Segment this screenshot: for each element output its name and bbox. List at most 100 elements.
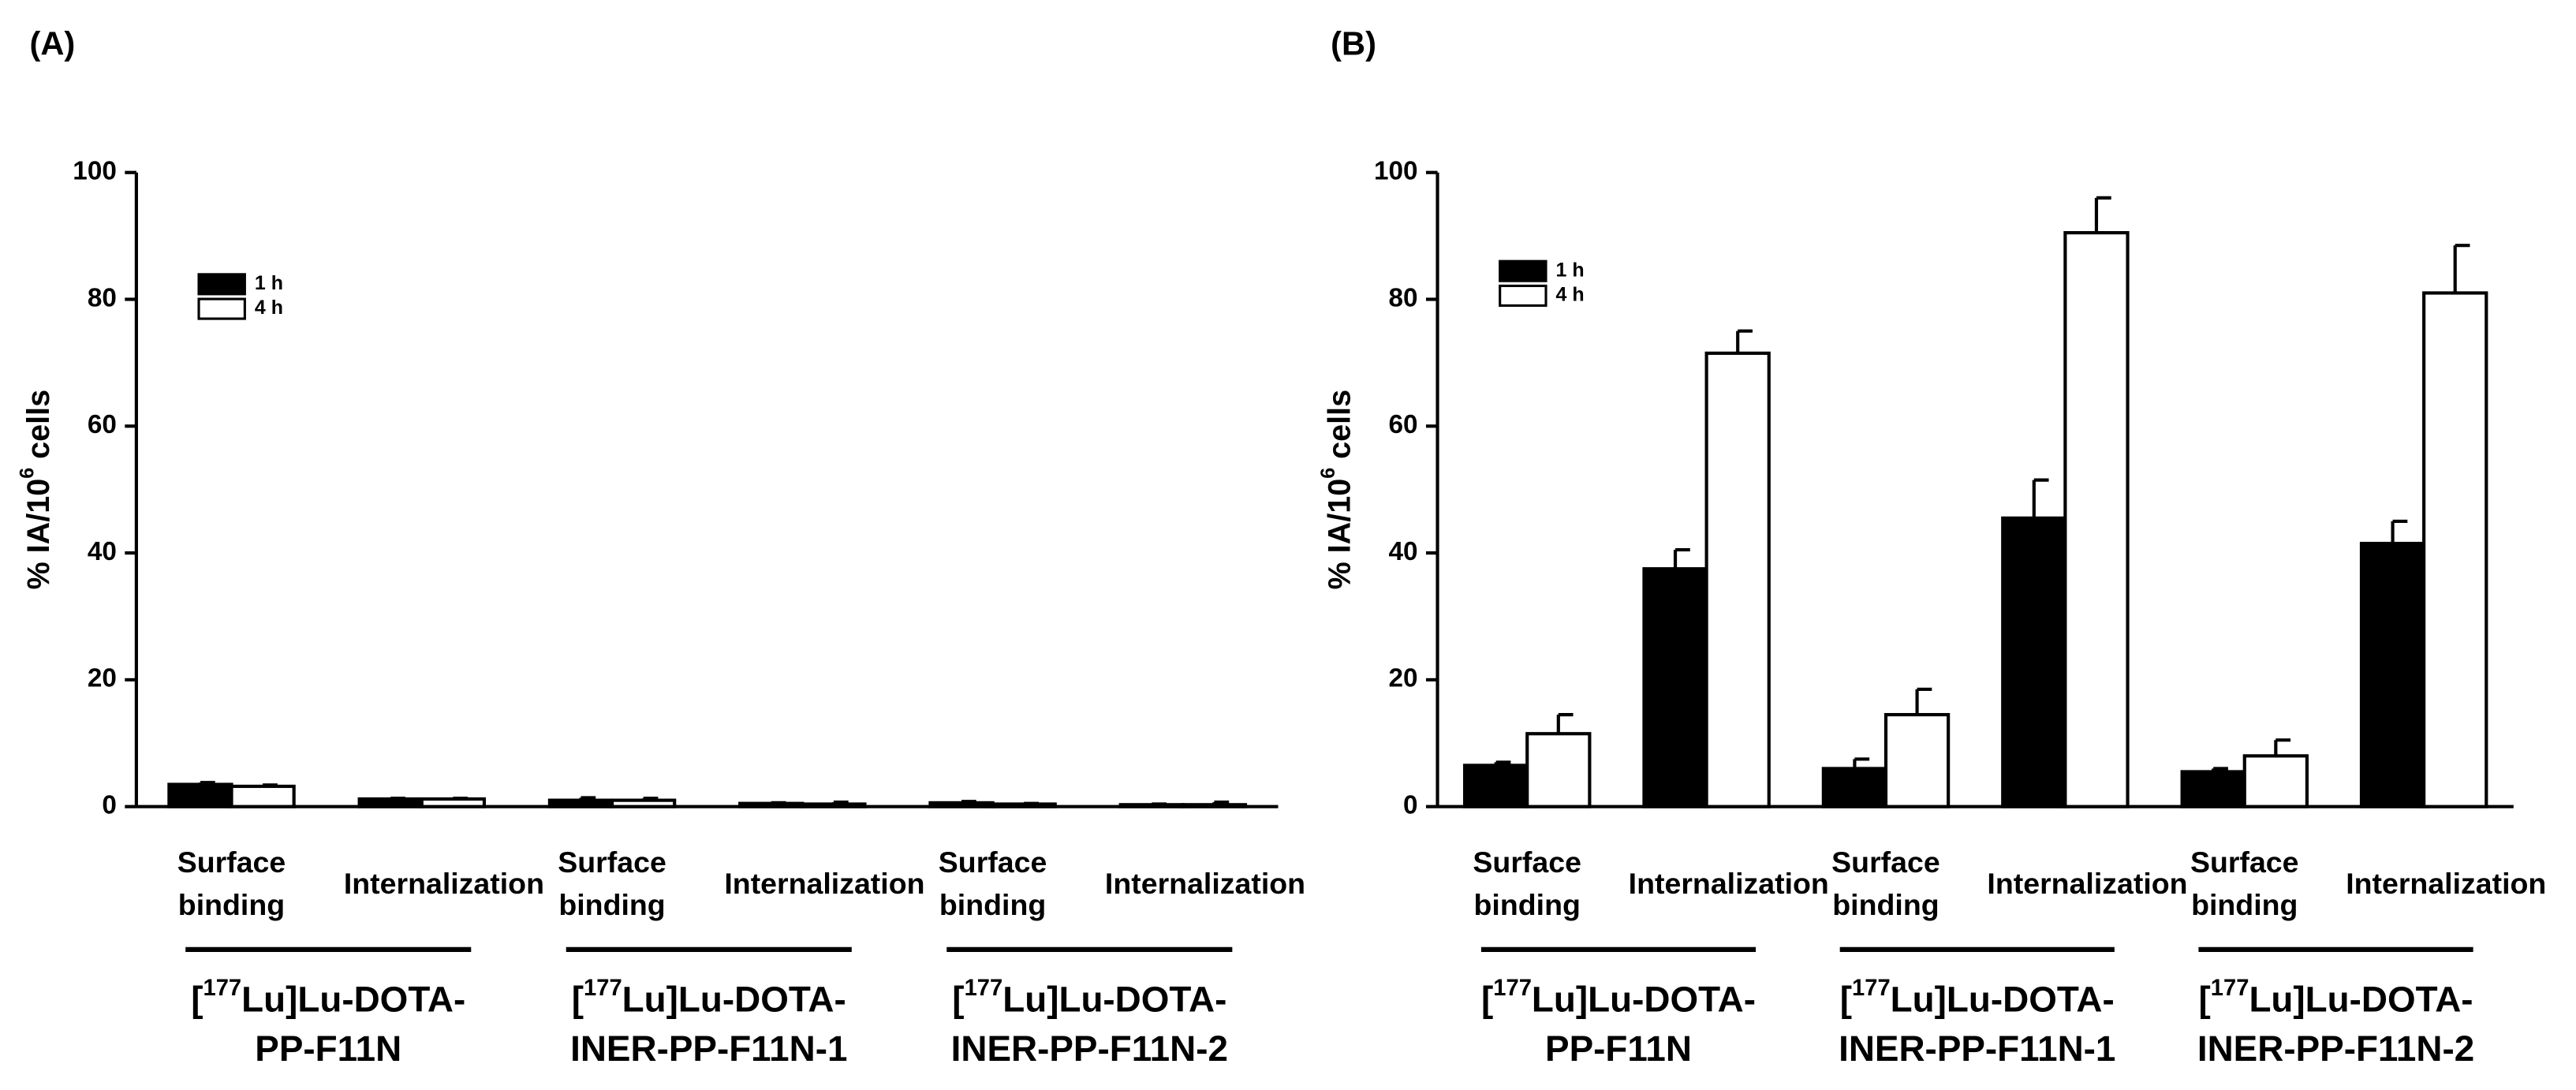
x-tick-label: Surface binding [1831, 845, 1940, 922]
y-tick-label: 100 [1374, 157, 1418, 186]
group-sup: 177 [965, 976, 1003, 1001]
group-open: [ [2199, 980, 2211, 1020]
category-label: Surface binding [558, 845, 666, 922]
error-bar [389, 797, 405, 801]
group-rest: Lu]Lu-DOTA- [1891, 980, 2115, 1020]
bar [2422, 291, 2488, 808]
group-rest: Lu]Lu-DOTA- [1002, 980, 1226, 1020]
bar [1463, 763, 1529, 808]
group-label-line2: INER-PP-F11N-1 [1839, 1028, 2115, 1069]
y-label-sup: 6 [1317, 468, 1339, 479]
panel-label: (B) [1331, 24, 1376, 62]
group-rest: Lu]Lu-DOTA- [2249, 980, 2473, 1020]
y-label-rest: cells [1323, 390, 1357, 468]
bar [801, 802, 867, 808]
bar [2359, 541, 2426, 808]
y-tick-label: 0 [102, 790, 117, 819]
bar [1525, 732, 1592, 808]
bar [2242, 754, 2309, 808]
error-bar [2212, 767, 2228, 772]
legend-swatch [197, 273, 246, 296]
group-open: [ [1481, 980, 1493, 1020]
y-tick-label: 80 [1388, 283, 1417, 312]
error-bar [2032, 478, 2049, 518]
error-bar [959, 800, 976, 804]
y-tick-label: 100 [73, 157, 117, 186]
bar [1883, 713, 1951, 808]
legend-swatch [197, 297, 246, 320]
x-tick-label: Surface binding [2190, 846, 2299, 922]
bar [610, 798, 677, 808]
y-label-sup: 6 [16, 468, 38, 479]
group-label-line2: PP-F11N [255, 1028, 401, 1069]
group-label-line2: INER-PP-F11N-2 [2197, 1028, 2474, 1069]
group-rest: Lu]Lu-DOTA- [1532, 980, 1756, 1020]
error-bar [1915, 687, 1932, 715]
error-bar [261, 783, 278, 787]
group-open: [ [572, 980, 584, 1020]
x-tick-label: Internalization [1629, 868, 1829, 901]
error-bar [2453, 244, 2470, 293]
error-bar [1556, 713, 1574, 734]
group-label-line2: INER-PP-F11N-1 [570, 1028, 847, 1069]
group-sup: 177 [1852, 976, 1891, 1001]
legend-label: 4 h [255, 297, 283, 319]
group-label: [177Lu]Lu-DOTA- [952, 976, 1226, 1020]
category-label: Surface binding [1831, 845, 1940, 922]
error-bar [451, 797, 469, 801]
y-tick-label: 0 [1403, 790, 1418, 819]
group-sup: 177 [1493, 976, 1532, 1001]
error-bar [1736, 329, 1753, 353]
y-tick-label: 40 [1388, 537, 1417, 566]
category-label: Internalization [1104, 867, 1306, 901]
x-tick-label: Surface binding [558, 845, 666, 922]
error-bar [2274, 738, 2291, 756]
x-tick-label: Surface binding [1473, 846, 1581, 922]
bar [2001, 516, 2067, 808]
group-label: [177Lu]Lu-DOTA- [1840, 976, 2115, 1020]
y-label-text: % IA/10 [1323, 479, 1357, 590]
x-tick-label: Internalization [1987, 868, 2187, 901]
category-label: Internalization [343, 867, 545, 901]
group-label: [177Lu]Lu-DOTA- [572, 976, 846, 1020]
bar [357, 797, 424, 808]
bar [2180, 770, 2246, 808]
x-tick-label: Surface binding [938, 845, 1047, 922]
bar [1821, 767, 1888, 808]
group-open: [ [1840, 980, 1852, 1020]
bar [928, 801, 995, 808]
error-bar [2391, 519, 2408, 544]
y-tick-label: 60 [1388, 410, 1417, 439]
error-bar [579, 796, 596, 801]
bar [167, 782, 233, 808]
legend-label: 1 h [255, 272, 283, 294]
group-sup: 177 [203, 976, 242, 1001]
group-sup: 177 [584, 976, 622, 1001]
category-label: Internalization [724, 867, 925, 901]
error-bar [1494, 760, 1511, 766]
legend-swatch [1499, 259, 1547, 282]
legend-label: 1 h [1556, 259, 1585, 281]
x-tick-label: Internalization [343, 867, 545, 901]
y-tick-label: 20 [88, 664, 117, 693]
group-label: [177Lu]Lu-DOTA- [2199, 976, 2473, 1020]
bar [547, 798, 614, 808]
bar [230, 784, 296, 808]
error-bar [769, 801, 786, 804]
group-sup: 177 [2211, 976, 2249, 1001]
error-bar [198, 781, 215, 785]
category-label: Internalization [2346, 867, 2547, 901]
y-tick-label: 20 [1388, 664, 1417, 693]
category-label: Surface binding [938, 845, 1047, 922]
x-tick-label: Surface binding [177, 846, 286, 922]
error-bar [1212, 800, 1230, 805]
error-bar [2094, 196, 2111, 233]
y-label-rest: cells [22, 390, 57, 468]
group-rest: Lu]Lu-DOTA- [241, 980, 465, 1020]
bar [420, 797, 487, 808]
y-axis-label: % IA/106 cells [1317, 390, 1358, 590]
error-bar [1853, 757, 1870, 769]
group-label-line2: INER-PP-F11N-2 [951, 1028, 1228, 1069]
x-tick-label: Internalization [724, 867, 925, 901]
